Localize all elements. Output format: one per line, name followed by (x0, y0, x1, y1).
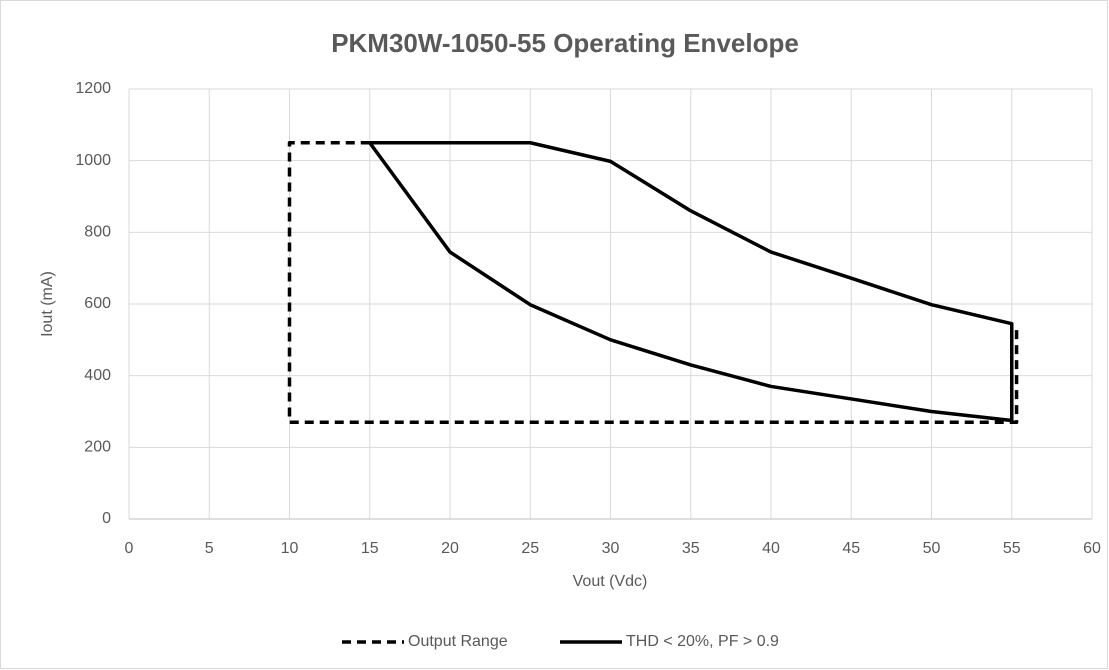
x-tick-label: 45 (842, 540, 860, 557)
x-tick-label: 10 (281, 540, 299, 557)
x-tick-label: 15 (361, 540, 379, 557)
x-tick-label: 60 (1083, 540, 1101, 557)
chart-title: PKM30W-1050-55 Operating Envelope (331, 28, 799, 58)
y-tick-label: 600 (84, 295, 111, 312)
x-axis-label: Vout (Vdc) (573, 573, 648, 590)
y-tick-label: 400 (84, 367, 111, 384)
y-axis-label: Iout (mA) (39, 271, 56, 337)
x-tick-label: 50 (923, 540, 941, 557)
y-tick-label: 1200 (75, 80, 111, 97)
x-tick-label: 20 (441, 540, 459, 557)
legend-label: Output Range (408, 633, 508, 650)
x-tick-label: 0 (125, 540, 134, 557)
series-line (368, 141, 1014, 423)
x-tick-label: 5 (205, 540, 214, 557)
legend-label: THD < 20%, PF > 0.9 (626, 633, 779, 650)
y-tick-label: 200 (84, 439, 111, 456)
x-tick-label: 55 (1003, 540, 1021, 557)
y-tick-label: 0 (102, 510, 111, 527)
x-tick-label: 40 (762, 540, 780, 557)
x-tick-label: 35 (682, 540, 700, 557)
x-tick-label: 25 (521, 540, 539, 557)
series-line (287, 141, 1019, 424)
y-tick-label: 800 (84, 224, 111, 241)
x-tick-label: 30 (602, 540, 620, 557)
y-tick-label: 1000 (75, 152, 111, 169)
